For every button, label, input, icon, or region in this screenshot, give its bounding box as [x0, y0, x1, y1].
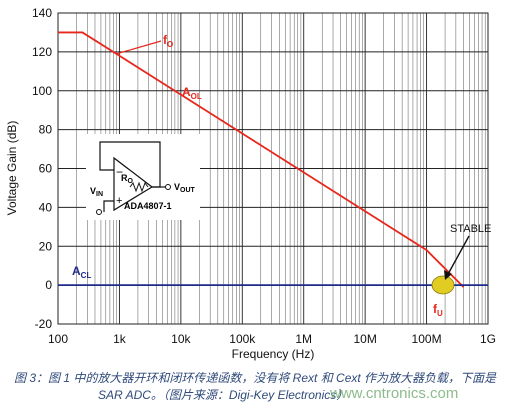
stable-marker	[431, 275, 455, 295]
x-tick-label: 1G	[480, 332, 496, 346]
minus-sign: −	[116, 165, 123, 179]
y-axis-label: Voltage Gain (dB)	[5, 121, 19, 216]
series-lines	[58, 31, 488, 288]
acl-label: ACL	[72, 264, 91, 280]
ro-resistor	[129, 181, 149, 193]
y-tick-label: 120	[32, 45, 52, 59]
caption-line-1: 图 3：图 1 中的放大器开环和闭环传递函数，没有将 Rext 和 Cext 作…	[14, 371, 497, 385]
figure-caption: 图 3：图 1 中的放大器开环和闭环传递函数，没有将 Rext 和 Cext 作…	[14, 370, 509, 404]
x-tick-label: 1M	[295, 332, 312, 346]
ro-label: RO	[121, 173, 134, 185]
stable-arrow-head	[444, 270, 452, 280]
y-tick-label: 100	[32, 84, 52, 98]
y-tick-label: 0	[45, 278, 52, 292]
x-axis-label: Frequency (Hz)	[232, 347, 315, 361]
watermark: www.cntronics.com	[330, 385, 459, 402]
x-tick-label: 1k	[113, 332, 127, 346]
x-tick-label: 100k	[229, 332, 256, 346]
annotations: fO AOL ACL STABLE fU	[72, 33, 491, 318]
y-tick-label: 60	[39, 162, 53, 176]
input-node	[96, 209, 102, 215]
y-tick-label: 80	[39, 123, 53, 137]
y-tick-labels: -20 0 20 40 60 80 100 120 140	[32, 6, 52, 331]
stable-arrow-line	[446, 235, 470, 277]
y-tick-label: 40	[39, 200, 53, 214]
fo-label: fO	[163, 33, 173, 49]
x-tick-label: 10k	[171, 332, 191, 346]
x-tick-label: 100	[48, 332, 68, 346]
plot-frame	[57, 12, 489, 325]
vout-label: VOUT	[174, 182, 196, 194]
input-wire	[103, 200, 114, 212]
plus-sign: +	[116, 195, 122, 207]
opamp-inset: − + RO VOUT VIN ADA4807-1	[86, 134, 200, 220]
x-tick-label: 10M	[353, 332, 376, 346]
output-node	[165, 184, 171, 190]
part-label: ADA4807-1	[124, 201, 172, 211]
fu-label: fU	[433, 302, 443, 318]
y-tick-label: -20	[35, 317, 53, 331]
x-tick-labels: 100 1k 10k 100k 1M 10M 100M 1G	[48, 332, 496, 346]
y-tick-label: 20	[39, 239, 53, 253]
caption-line-2: SAR ADC。（图片来源：Digi-Key Electronics）	[98, 388, 349, 402]
y-tick-label: 140	[32, 6, 52, 20]
stable-label: STABLE	[450, 223, 491, 235]
vin-label: VIN	[90, 186, 103, 198]
inset-background	[86, 134, 200, 220]
x-tick-label: 100M	[412, 332, 442, 346]
fo-pointer	[115, 40, 162, 55]
aol-label: AOL	[182, 85, 202, 101]
series-line-aol	[58, 31, 465, 288]
